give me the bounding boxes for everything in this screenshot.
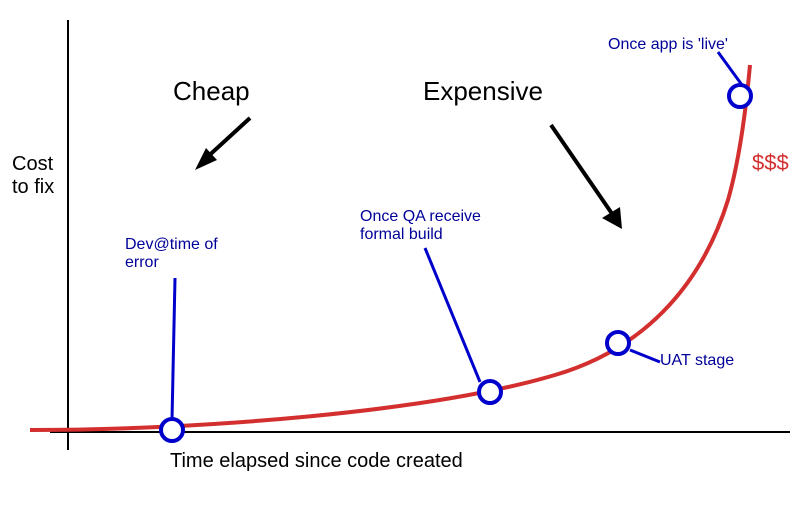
x-axis-label: Time elapsed since code created: [170, 450, 463, 473]
marker-live: [729, 85, 751, 107]
connector-qa: [425, 248, 480, 382]
connector-live: [718, 52, 742, 85]
qa-build-label: Once QA receive formal build: [360, 208, 481, 244]
connector-uat: [630, 350, 660, 362]
dev-time-label: Dev@time of error: [125, 236, 218, 272]
uat-label: UAT stage: [660, 352, 734, 370]
data-markers: [161, 85, 751, 441]
chart-container: Cost to fix Time elapsed since code crea…: [0, 0, 809, 516]
marker-dev: [161, 419, 183, 441]
chart-svg: [0, 0, 809, 516]
dollars-label: $$$: [752, 150, 789, 176]
cheap-label: Cheap: [173, 76, 250, 107]
live-label: Once app is 'live': [608, 36, 728, 54]
marker-qa: [479, 381, 501, 403]
expensive-arrow: [551, 125, 622, 229]
connector-dev: [172, 278, 175, 420]
expensive-label: Expensive: [423, 76, 543, 107]
cheap-arrow: [195, 118, 250, 170]
y-axis-label: Cost to fix: [12, 153, 54, 199]
marker-uat: [607, 332, 629, 354]
